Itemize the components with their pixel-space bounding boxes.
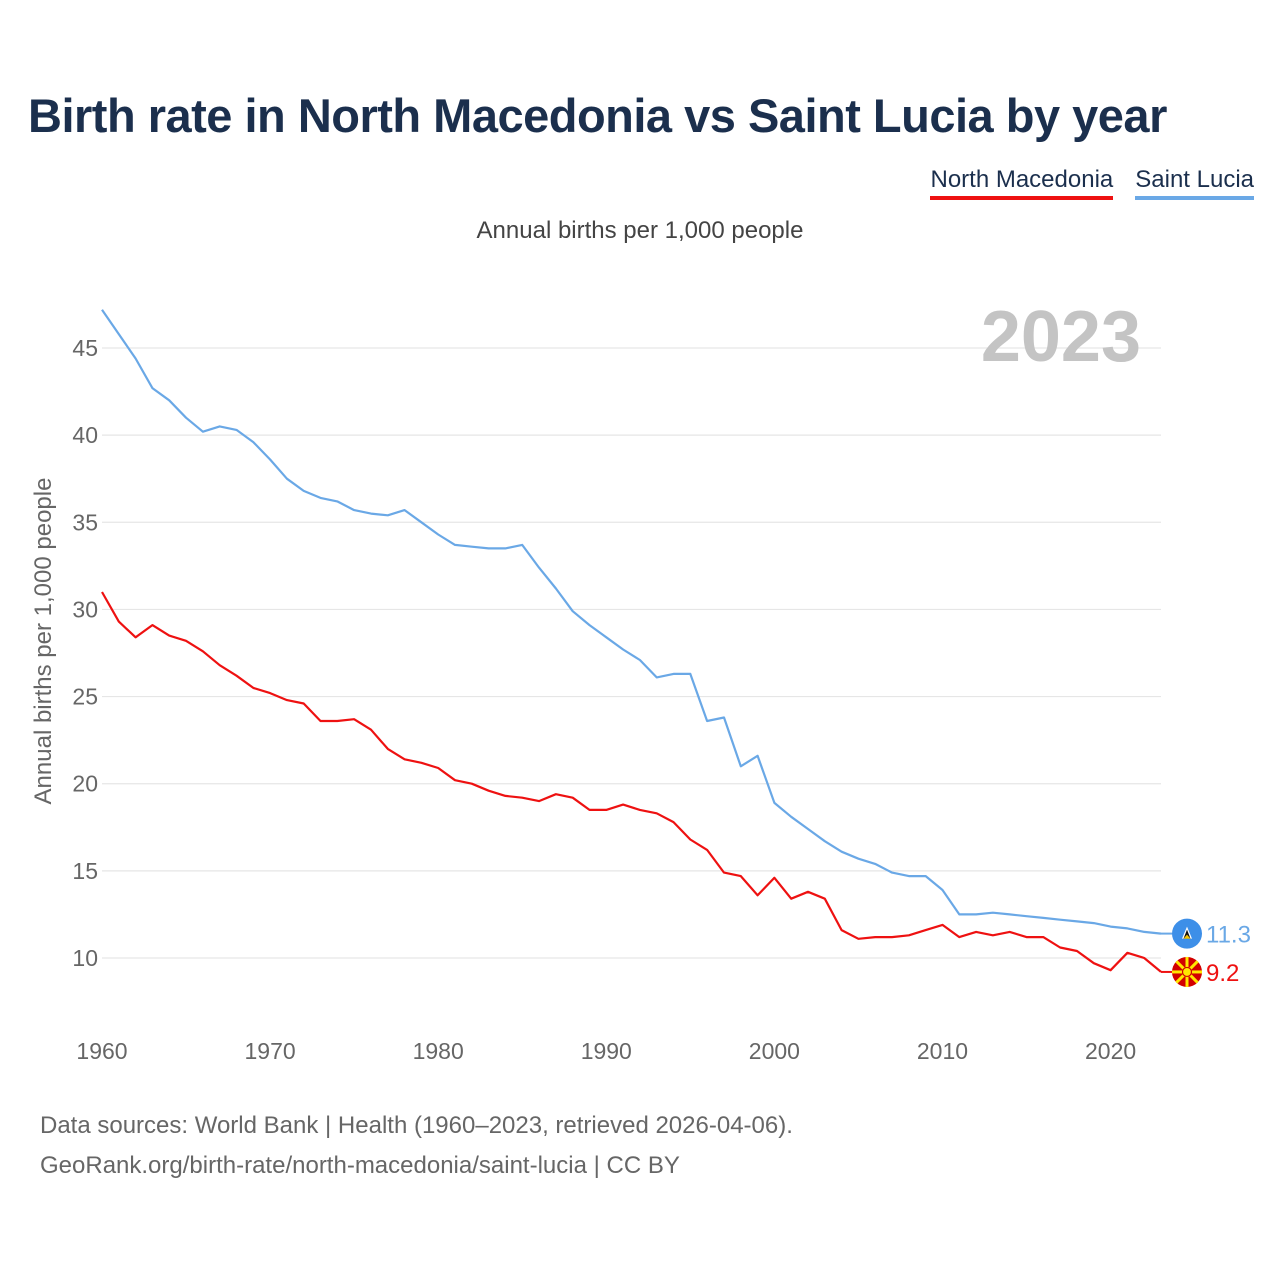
series-lines [101, 309, 1162, 973]
end-marker-saint-lucia [1172, 918, 1202, 949]
footer-sources: Data sources: World Bank | Health (1960–… [40, 1112, 793, 1139]
x-tick-label-2000: 2000 [749, 1038, 800, 1064]
flag-triangle-gold [1183, 934, 1191, 939]
y-axis-ticks: 10 15 20 25 30 35 40 45 [72, 335, 98, 971]
end-markers: 9.2 11.3 [1161, 918, 1251, 987]
x-axis-ticks: 1960 1970 1980 1990 2000 2010 2020 [76, 1038, 1136, 1064]
x-tick-label-2020: 2020 [1085, 1038, 1136, 1064]
x-tick-label-1980: 1980 [413, 1038, 464, 1064]
x-tick-label-1960: 1960 [76, 1038, 127, 1064]
y-tick-label-40: 40 [72, 422, 98, 448]
y-tick-label-15: 15 [72, 858, 98, 884]
legend: North Macedonia Saint Lucia [930, 166, 1254, 200]
y-tick-label-45: 45 [72, 335, 98, 361]
y-tick-label-10: 10 [72, 945, 98, 971]
y-tick-label-20: 20 [72, 771, 98, 797]
x-tick-label-2010: 2010 [917, 1038, 968, 1064]
y-tick-label-25: 25 [72, 684, 98, 710]
end-marker-north-macedonia [1172, 956, 1202, 987]
footer: Data sources: World Bank | Health (1960–… [40, 1106, 793, 1186]
y-tick-label-35: 35 [72, 509, 98, 535]
footer-attribution: GeoRank.org/birth-rate/north-macedonia/s… [40, 1152, 680, 1179]
legend-item-saint-lucia[interactable]: Saint Lucia [1135, 166, 1254, 200]
year-watermark: 2023 [981, 297, 1141, 377]
y-axis-label: Annual births per 1,000 people [30, 478, 57, 805]
legend-item-north-macedonia[interactable]: North Macedonia [930, 166, 1114, 200]
chart-title: Birth rate in North Macedonia vs Saint L… [28, 89, 1167, 142]
flag-triangle-black [1183, 929, 1191, 939]
x-tick-label-1970: 1970 [245, 1038, 296, 1064]
y-tick-label-30: 30 [72, 596, 98, 622]
chart-subtitle: Annual births per 1,000 people [476, 217, 804, 244]
grid-lines [102, 347, 1161, 959]
end-value-label-north-macedonia: 9.2 [1206, 960, 1239, 987]
series-line-saint-lucia [101, 309, 1162, 935]
series-line-north-macedonia [101, 591, 1162, 973]
x-tick-label-1990: 1990 [581, 1038, 632, 1064]
flag-sun [1181, 966, 1193, 978]
end-value-label-saint-lucia: 11.3 [1206, 922, 1251, 949]
